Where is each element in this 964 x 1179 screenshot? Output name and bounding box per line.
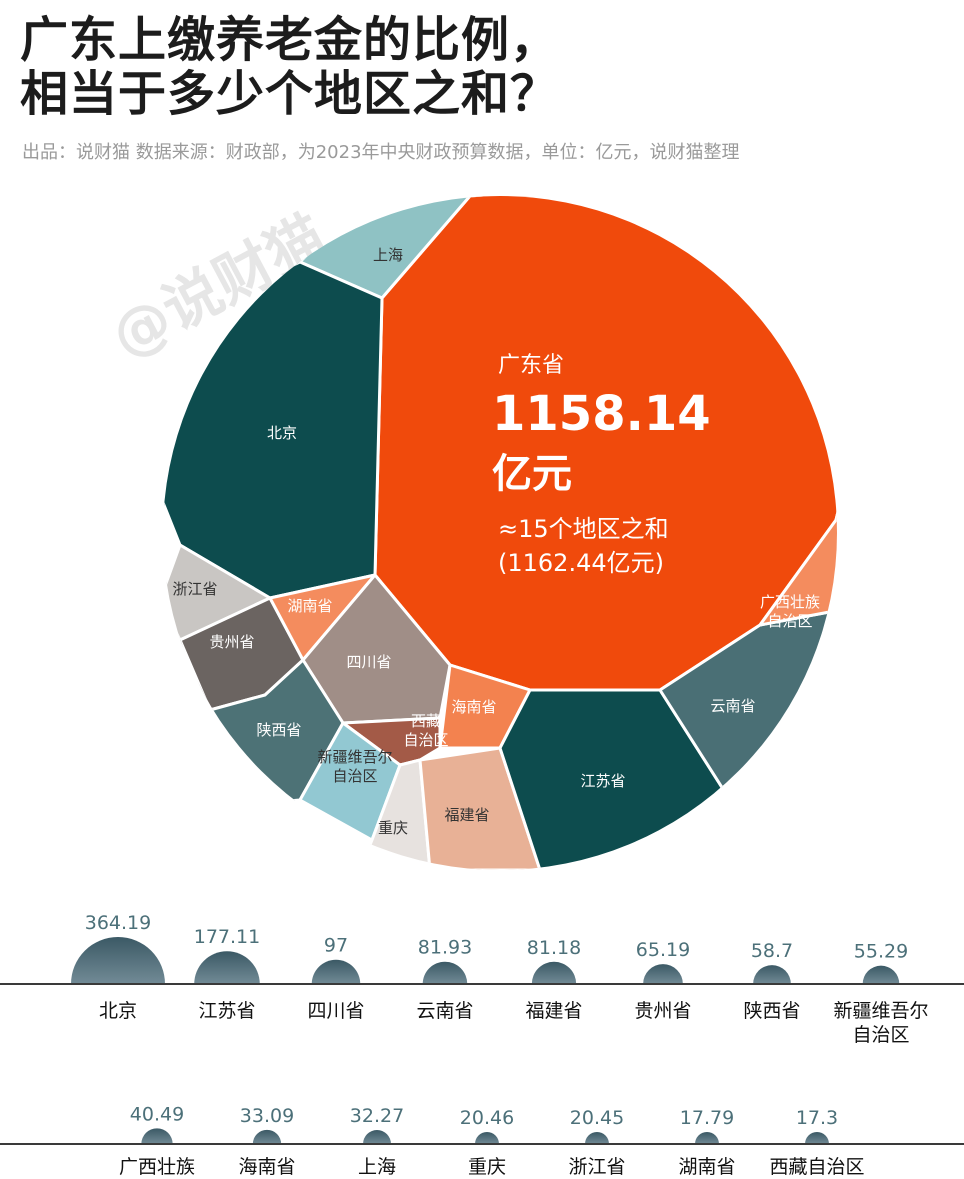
bubble-name-重庆: 重庆 (468, 1156, 506, 1178)
bubble-四川省 (311, 959, 361, 984)
bubble-陕西省 (753, 965, 791, 984)
cell-label-贵州省: 贵州省 (209, 633, 254, 651)
bubble-name-上海: 上海 (358, 1156, 396, 1178)
title-line-1: 广东上缴养老金的比例， (20, 12, 560, 68)
bubble-name-湖南省: 湖南省 (678, 1156, 735, 1178)
bubble-value-福建省: 81.18 (527, 937, 581, 959)
bubble-name-江苏省: 江苏省 (198, 1000, 255, 1022)
title-line-2: 相当于多少个地区之和？ (20, 65, 560, 122)
bubble-name-福建省: 福建省 (525, 1000, 582, 1022)
cell-label-上海: 上海 (373, 246, 403, 264)
cell-label-云南省: 云南省 (710, 697, 755, 715)
bubble-value-广西壮族: 40.49 (130, 1103, 184, 1125)
bubble-value-浙江省: 20.45 (570, 1107, 624, 1129)
bubble-value-上海: 32.27 (350, 1105, 404, 1127)
bubble-重庆 (475, 1132, 499, 1144)
bubble-江苏省 (194, 951, 260, 984)
guangdong-unit: 亿元 (492, 451, 572, 497)
bubble-value-西藏自治区: 17.3 (796, 1107, 838, 1129)
bubble-北京 (71, 937, 165, 984)
bubble-name-海南省: 海南省 (238, 1156, 295, 1178)
bubble-上海 (363, 1130, 391, 1144)
bubble-湖南省 (695, 1132, 719, 1144)
bubble-福建省 (531, 961, 577, 984)
bubble-name-新疆维吾尔自治区: 新疆维吾尔自治区 (833, 1000, 928, 1046)
bubble-name-陕西省: 陕西省 (743, 1000, 800, 1022)
guangdong-region-label: 广东省 (498, 353, 564, 378)
cell-label-重庆: 重庆 (378, 819, 408, 837)
bubble-row-2: 40.49 广西壮族 33.09 海南省 32.27 上海 20.46 重庆 20.45 浙江省 1… (119, 1103, 865, 1178)
bubble-value-江苏省: 177.11 (194, 926, 260, 948)
bubble-value-四川省: 97 (324, 935, 348, 957)
bubble-云南省 (422, 961, 468, 984)
bubble-贵州省 (643, 964, 683, 984)
cell-label-江苏省: 江苏省 (580, 772, 625, 790)
bubble-value-北京: 364.19 (85, 912, 151, 934)
cell-label-四川省: 四川省 (346, 653, 391, 671)
bubble-row-1: 364.19 北京 177.11 江苏省 97 四川省 81.93 云南省 81.18 福建省 65… (71, 912, 929, 1046)
bubble-name-浙江省: 浙江省 (568, 1156, 625, 1178)
chart-subtitle: 出品：说财猫 数据来源：财政部，为2023年中央财政预算数据，单位：亿元，说财猫… (22, 142, 740, 163)
cell-label-海南省: 海南省 (451, 698, 496, 716)
cell-label-湖南省: 湖南省 (287, 597, 332, 615)
bubble-新疆维吾尔自治区 (862, 965, 900, 984)
bubble-value-海南省: 33.09 (240, 1105, 294, 1127)
cell-label-陕西省: 陕西省 (256, 721, 301, 739)
bubble-value-陕西省: 58.7 (751, 940, 793, 962)
guangdong-value: 1158.14 (492, 386, 711, 442)
guangdong-note-line1: ≈15个地区之和 (498, 515, 669, 543)
bubble-value-新疆维吾尔自治区: 55.29 (854, 941, 908, 963)
cell-label-北京: 北京 (267, 424, 297, 442)
chart-title: 广东上缴养老金的比例， 相当于多少个地区之和？ (20, 12, 560, 122)
bubble-name-广西壮族: 广西壮族 (119, 1156, 195, 1178)
bubble-name-云南省: 云南省 (416, 1000, 473, 1022)
bubble-value-重庆: 20.46 (460, 1107, 514, 1129)
bubble-西藏自治区 (805, 1132, 829, 1144)
cell-label-广西壮族自治区: 广西壮族自治区 (760, 593, 820, 630)
guangdong-annotation: 广东省 1158.14 亿元 ≈15个地区之和 (1162.44亿元) (492, 353, 711, 577)
bubble-name-贵州省: 贵州省 (634, 1000, 691, 1022)
cell-label-福建省: 福建省 (444, 806, 489, 824)
cell-label-浙江省: 浙江省 (172, 580, 217, 598)
bubble-value-湖南省: 17.79 (680, 1107, 734, 1129)
bubble-海南省 (252, 1129, 282, 1144)
bubble-value-云南省: 81.93 (418, 937, 472, 959)
guangdong-note-line2: (1162.44亿元) (498, 549, 664, 577)
bubble-name-西藏自治区: 西藏自治区 (769, 1156, 864, 1178)
bubble-广西壮族 (141, 1128, 173, 1144)
bubble-value-贵州省: 65.19 (636, 939, 690, 961)
cell-label-西藏自治区: 西藏自治区 (403, 712, 448, 749)
bubble-浙江省 (585, 1132, 609, 1144)
cell-label-新疆维吾尔自治区: 新疆维吾尔自治区 (317, 748, 392, 785)
bubble-name-四川省: 四川省 (307, 1000, 364, 1022)
bubble-name-北京: 北京 (99, 1000, 137, 1022)
